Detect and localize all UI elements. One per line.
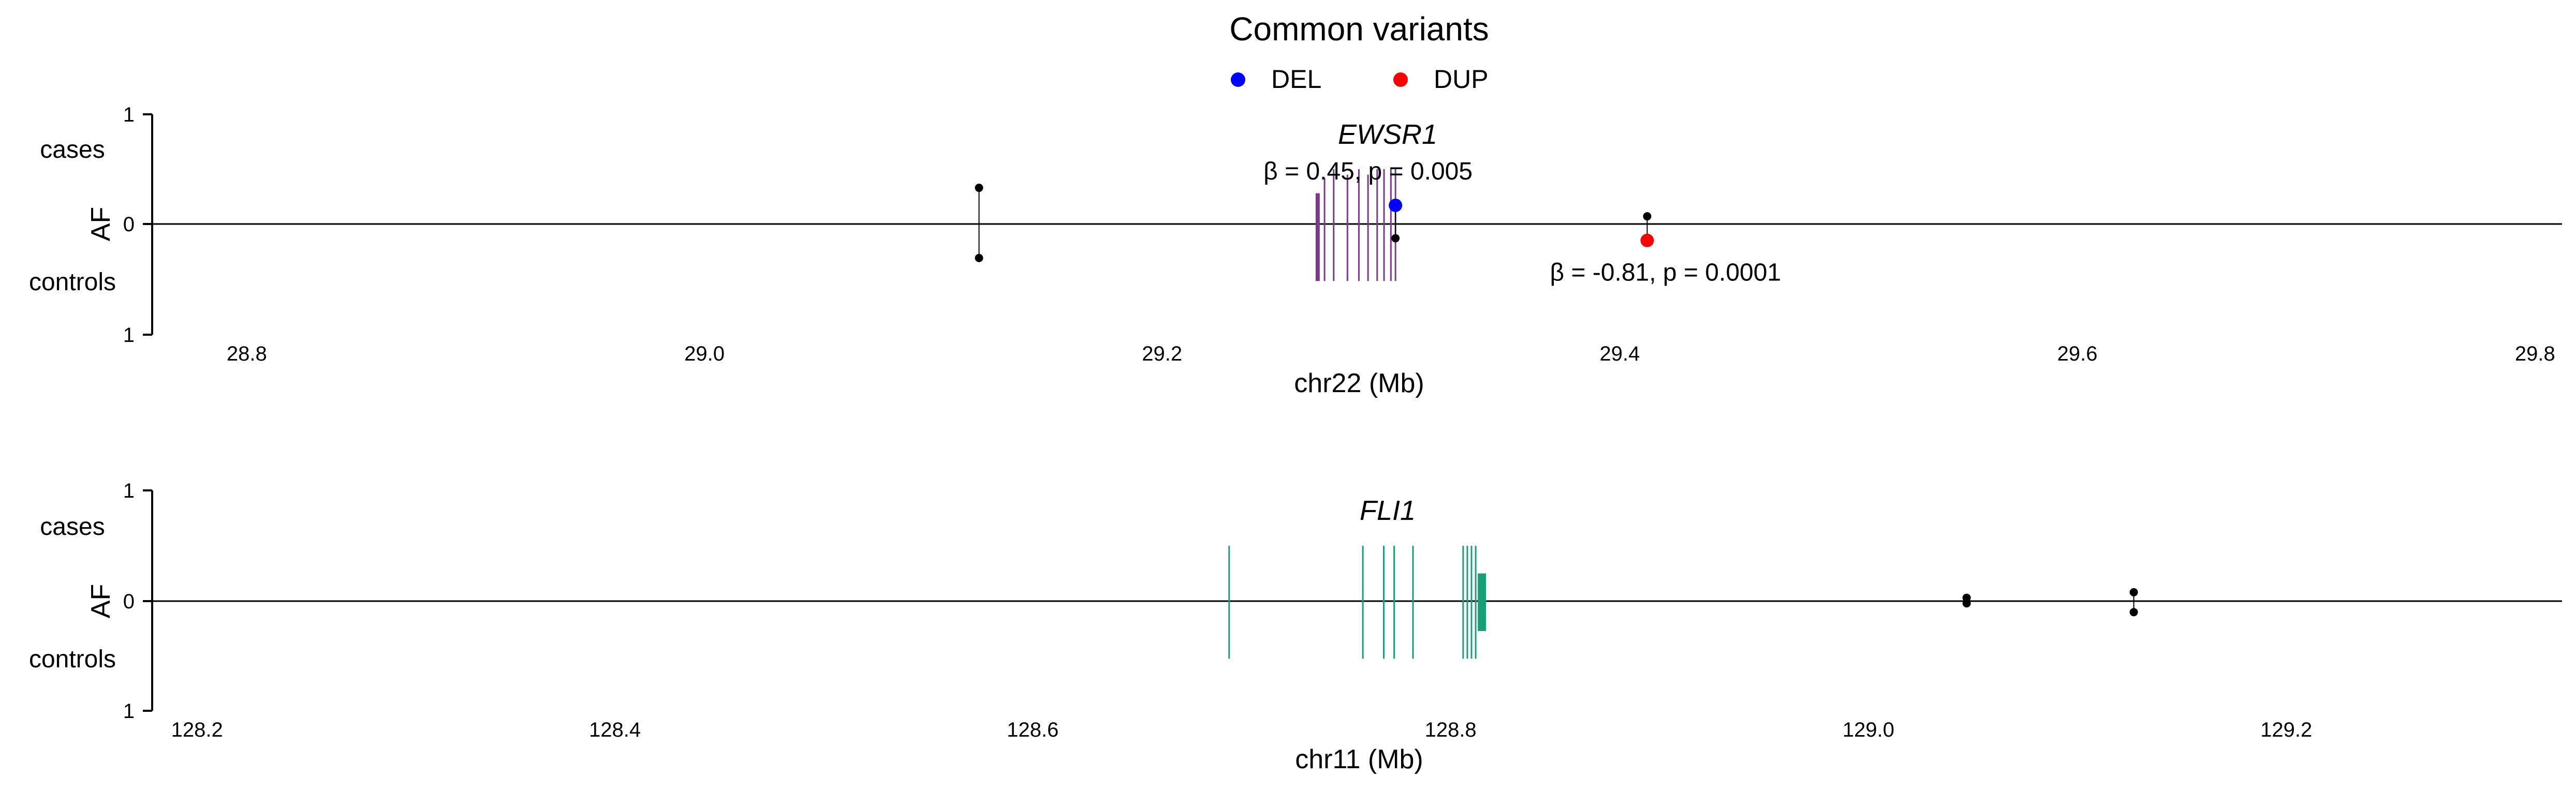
x-tick-label: 128.6 bbox=[1007, 719, 1058, 741]
variant-case-point bbox=[975, 184, 983, 192]
stat-annotation: β = -0.81, p = 0.0001 bbox=[1550, 259, 1782, 286]
y-tick-label: 1 bbox=[123, 324, 135, 347]
variant-control-point bbox=[2129, 608, 2138, 617]
variant-case-point bbox=[1643, 212, 1652, 221]
x-tick-label: 128.4 bbox=[589, 719, 641, 741]
variant-control-point bbox=[975, 253, 983, 262]
y-tick-label: 1 bbox=[123, 480, 135, 502]
x-tick-label: 28.8 bbox=[227, 342, 267, 365]
x-tick-label: 29.6 bbox=[2057, 342, 2098, 365]
controls-label: controls bbox=[29, 268, 116, 296]
legend-label-del: DEL bbox=[1271, 65, 1321, 94]
stat-annotation: β = 0.45, p = 0.005 bbox=[1263, 158, 1473, 185]
x-tick-label: 129.2 bbox=[2260, 719, 2312, 741]
variant-control-point bbox=[1391, 234, 1400, 243]
x-tick-label: 129.0 bbox=[1843, 719, 1894, 741]
panel-fli1: 1 0 1 cases controls AF 128.2 128.4 128.6 128.8 12… bbox=[29, 480, 2562, 774]
y-tick-label: 1 bbox=[123, 103, 135, 126]
variant-dup-point bbox=[1640, 233, 1654, 247]
x-tick-label: 128.2 bbox=[171, 719, 223, 741]
legend: DEL DUP bbox=[1231, 65, 1489, 94]
variant-del-point bbox=[1389, 198, 1403, 212]
x-tick-label: 29.4 bbox=[1599, 342, 1640, 365]
legend-marker-del bbox=[1231, 72, 1245, 87]
legend-label-dup: DUP bbox=[1434, 65, 1489, 94]
cases-label: cases bbox=[40, 136, 105, 163]
figure-title: Common variants bbox=[1229, 10, 1489, 48]
cases-label: cases bbox=[40, 513, 105, 541]
x-axis-label: chr22 (Mb) bbox=[1294, 368, 1424, 398]
variant-control-point bbox=[1962, 599, 1971, 608]
y-axis-label: AF bbox=[86, 207, 116, 241]
gene-label: FLI1 bbox=[1360, 495, 1416, 526]
x-tick-label: 29.0 bbox=[684, 342, 725, 365]
panels: 1 0 1 cases controls AF 28.8 29.0 29.2 29.4 29.6 29… bbox=[29, 103, 2562, 774]
controls-label: controls bbox=[29, 646, 116, 673]
y-tick-label: 0 bbox=[123, 213, 135, 236]
y-tick-label: 0 bbox=[123, 590, 135, 613]
variant-case-point bbox=[2129, 588, 2138, 596]
y-axis-label: AF bbox=[86, 584, 116, 618]
panel-ewsr1: 1 0 1 cases controls AF 28.8 29.0 29.2 29.4 29.6 29… bbox=[29, 103, 2562, 398]
x-tick-label: 29.2 bbox=[1142, 342, 1182, 365]
legend-marker-dup bbox=[1393, 72, 1408, 87]
gene-label: EWSR1 bbox=[1338, 119, 1437, 150]
y-tick-label: 1 bbox=[123, 700, 135, 723]
x-tick-label: 29.8 bbox=[2515, 342, 2555, 365]
x-axis-label: chr11 (Mb) bbox=[1295, 744, 1423, 774]
x-tick-label: 128.8 bbox=[1425, 719, 1477, 741]
